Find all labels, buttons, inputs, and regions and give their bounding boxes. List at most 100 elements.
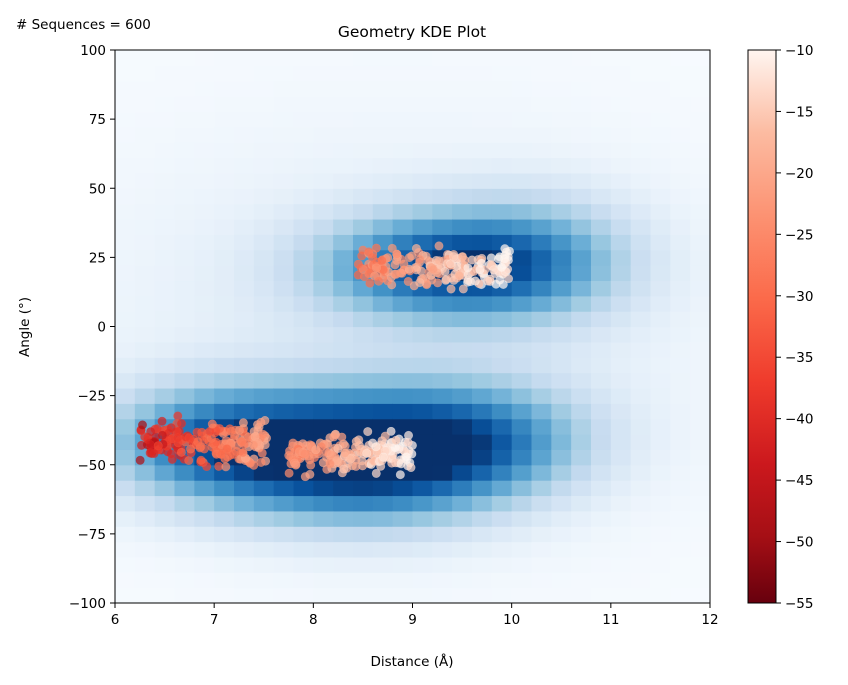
heatmap-cell (452, 111, 473, 128)
colorbar-tick-label: −30 (785, 289, 814, 305)
heatmap-cell (511, 495, 533, 512)
heatmap-cell (551, 249, 572, 266)
heatmap-cell (630, 218, 652, 235)
x-tick-label: 11 (602, 612, 619, 628)
heatmap-cell (293, 234, 314, 251)
heatmap-cell (551, 449, 572, 466)
scatter-point (441, 275, 451, 285)
scatter-point (380, 431, 390, 441)
heatmap-cell (412, 203, 433, 220)
heatmap-cell (690, 142, 710, 159)
heatmap-cell (690, 157, 710, 174)
heatmap-cell (392, 572, 414, 589)
heatmap-cell (313, 80, 334, 97)
heatmap-cell (293, 311, 314, 328)
heatmap-cell (670, 372, 691, 389)
heatmap-cell (134, 495, 156, 512)
scatter-point (401, 452, 411, 462)
scatter-point (284, 468, 294, 478)
heatmap-cell (214, 587, 235, 603)
heatmap-cell (115, 172, 136, 189)
heatmap-cell (333, 418, 354, 435)
heatmap-cell (333, 572, 354, 589)
heatmap-cell (115, 480, 136, 497)
heatmap-cell (690, 280, 710, 297)
heatmap-cell (551, 556, 572, 573)
heatmap-cell (452, 526, 473, 543)
heatmap-cell (591, 357, 612, 374)
heatmap-cell (571, 218, 592, 235)
heatmap-cell (234, 541, 255, 558)
heatmap-cell (511, 541, 533, 558)
scatter-point (374, 276, 384, 286)
heatmap-cell (313, 403, 334, 420)
kde-heatmap (115, 50, 710, 603)
heatmap-cell (472, 434, 493, 450)
heatmap-cell (610, 587, 632, 603)
heatmap-cell (234, 572, 255, 589)
heatmap-cell (353, 372, 374, 389)
heatmap-cell (293, 326, 314, 343)
heatmap-cell (333, 480, 354, 497)
heatmap-cell (591, 203, 612, 220)
heatmap-cell (630, 126, 652, 143)
heatmap-cell (412, 96, 433, 113)
heatmap-cell (412, 357, 433, 374)
heatmap-cell (372, 172, 394, 189)
heatmap-cell (610, 541, 632, 558)
heatmap-cell (174, 295, 195, 312)
scatter-point (285, 446, 295, 456)
heatmap-cell (115, 157, 136, 174)
scatter-point (339, 464, 349, 474)
heatmap-cell (432, 357, 453, 374)
heatmap-cell (412, 142, 433, 159)
heatmap-cell (610, 295, 632, 312)
heatmap-cell (234, 218, 255, 235)
heatmap-cell (670, 495, 691, 512)
heatmap-cell (571, 65, 592, 82)
heatmap-cell (214, 172, 235, 189)
heatmap-cell (253, 357, 275, 374)
scatter-point (365, 278, 375, 288)
heatmap-cell (134, 587, 156, 603)
heatmap-cell (551, 80, 572, 97)
heatmap-cell (273, 65, 295, 82)
heatmap-cell (650, 556, 671, 573)
scatter-point (434, 256, 444, 266)
heatmap-cell (392, 403, 414, 420)
heatmap-cell (571, 372, 592, 389)
heatmap-cell (253, 249, 275, 266)
heatmap-cell (491, 203, 513, 220)
heatmap-cell (630, 280, 652, 297)
heatmap-cell (174, 572, 195, 589)
heatmap-cell (591, 80, 612, 97)
heatmap-cell (134, 96, 156, 113)
heatmap-cell (353, 495, 374, 512)
heatmap-cell (531, 510, 552, 527)
heatmap-cell (174, 326, 195, 343)
heatmap-cell (650, 203, 671, 220)
heatmap-cell (154, 495, 176, 512)
heatmap-cell (591, 510, 612, 527)
heatmap-cell (214, 265, 235, 282)
heatmap-cell (293, 50, 314, 66)
heatmap-cell (174, 587, 195, 603)
heatmap-cell (531, 280, 552, 297)
heatmap-cell (253, 126, 275, 143)
heatmap-cell (353, 50, 374, 66)
heatmap-cell (412, 541, 433, 558)
x-tick-label: 6 (111, 612, 120, 628)
heatmap-cell (531, 80, 552, 97)
heatmap-cell (313, 556, 334, 573)
heatmap-cell (333, 403, 354, 420)
heatmap-cell (273, 80, 295, 97)
heatmap-cell (293, 265, 314, 282)
heatmap-cell (273, 403, 295, 420)
heatmap-cell (214, 249, 235, 266)
heatmap-cell (293, 157, 314, 174)
scatter-point (234, 425, 244, 435)
heatmap-cell (134, 326, 156, 343)
scatter-point (311, 445, 321, 455)
heatmap-cell (313, 96, 334, 113)
heatmap-cell (273, 510, 295, 527)
